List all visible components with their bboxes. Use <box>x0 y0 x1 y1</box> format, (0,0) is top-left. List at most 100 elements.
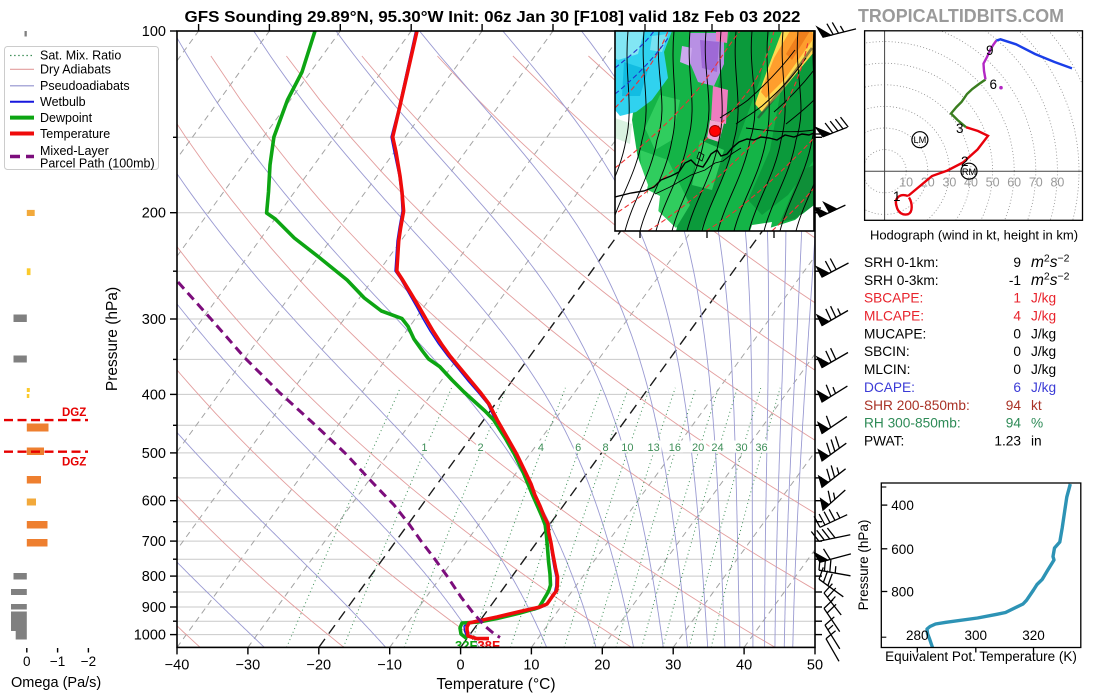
svg-text:16: 16 <box>669 442 681 454</box>
svg-text:20: 20 <box>921 176 935 190</box>
svg-text:30: 30 <box>942 176 956 190</box>
svg-text:800: 800 <box>891 585 914 600</box>
svg-text:SRH 0-3km:: SRH 0-3km: <box>864 273 939 288</box>
svg-text:Temperature (°C): Temperature (°C) <box>436 676 555 693</box>
svg-text:32F: 32F <box>455 638 477 653</box>
svg-text:%: % <box>1031 416 1043 431</box>
svg-text:−2: −2 <box>81 654 96 669</box>
svg-text:10: 10 <box>621 442 633 454</box>
svg-text:PWAT:: PWAT: <box>864 434 904 449</box>
svg-text:6: 6 <box>1013 380 1021 395</box>
svg-text:70: 70 <box>1029 176 1043 190</box>
svg-text:6: 6 <box>575 442 581 454</box>
svg-text:Temperature: Temperature <box>40 127 110 141</box>
svg-text:100: 100 <box>142 24 166 40</box>
svg-text:2: 2 <box>478 442 484 454</box>
svg-text:0: 0 <box>1013 326 1021 341</box>
svg-text:200: 200 <box>142 206 166 222</box>
svg-text:0: 0 <box>457 657 465 673</box>
svg-text:Equivalent Pot. Temperature (K: Equivalent Pot. Temperature (K) <box>885 649 1077 664</box>
svg-text:Omega (Pa/s): Omega (Pa/s) <box>11 675 101 691</box>
svg-text:94: 94 <box>1006 416 1022 431</box>
svg-text:J/kg: J/kg <box>1031 309 1056 324</box>
svg-text:400: 400 <box>891 498 914 513</box>
svg-text:40: 40 <box>964 176 978 190</box>
svg-text:4: 4 <box>538 442 544 454</box>
svg-text:24: 24 <box>711 442 723 454</box>
svg-text:J/kg: J/kg <box>1031 380 1056 395</box>
svg-text:9: 9 <box>1013 255 1021 270</box>
svg-text:SBCIN:: SBCIN: <box>864 344 910 359</box>
svg-text:J/kg: J/kg <box>1031 362 1056 377</box>
svg-text:94: 94 <box>1006 398 1022 413</box>
svg-text:Mixed-Layer: Mixed-Layer <box>40 144 109 158</box>
svg-text:300: 300 <box>142 312 166 328</box>
svg-text:38F: 38F <box>478 638 500 653</box>
svg-text:50: 50 <box>807 657 823 673</box>
svg-text:40: 40 <box>736 657 752 673</box>
svg-text:6: 6 <box>990 77 998 92</box>
svg-text:80: 80 <box>1050 176 1064 190</box>
svg-text:RM: RM <box>962 167 976 177</box>
svg-text:Pseudoadiabats: Pseudoadiabats <box>40 79 130 93</box>
svg-text:Parcel Path (100mb): Parcel Path (100mb) <box>40 157 155 171</box>
svg-text:0: 0 <box>23 654 31 669</box>
svg-text:280: 280 <box>906 628 929 643</box>
svg-text:−1: −1 <box>50 654 65 669</box>
svg-text:0: 0 <box>1013 344 1021 359</box>
svg-text:−10: −10 <box>377 657 402 673</box>
svg-text:1: 1 <box>893 189 901 204</box>
svg-text:320: 320 <box>1022 628 1045 643</box>
svg-text:LM: LM <box>914 135 927 145</box>
svg-text:600: 600 <box>891 542 914 557</box>
svg-text:TROPICALTIDBITS.COM: TROPICALTIDBITS.COM <box>858 5 1064 26</box>
svg-text:MUCAPE:: MUCAPE: <box>864 326 926 341</box>
svg-text:Dry Adiabats: Dry Adiabats <box>40 63 111 77</box>
svg-text:Wetbulb: Wetbulb <box>40 95 86 109</box>
svg-text:1.23: 1.23 <box>994 434 1021 449</box>
svg-text:SBCAPE:: SBCAPE: <box>864 291 923 306</box>
svg-text:30: 30 <box>735 442 747 454</box>
svg-text:SHR 200-850mb:: SHR 200-850mb: <box>864 398 970 413</box>
svg-text:2: 2 <box>961 154 969 169</box>
svg-text:700: 700 <box>142 534 166 550</box>
svg-text:DCAPE:: DCAPE: <box>864 380 915 395</box>
svg-text:GFS Sounding 29.89°N, 95.30°W: GFS Sounding 29.89°N, 95.30°W Init: 06z … <box>185 9 801 26</box>
svg-text:Pressure (hPa): Pressure (hPa) <box>104 287 121 391</box>
svg-text:600: 600 <box>142 494 166 510</box>
svg-text:10: 10 <box>523 657 539 673</box>
svg-text:4: 4 <box>1013 309 1021 324</box>
svg-text:−30: −30 <box>236 657 261 673</box>
svg-text:−20: −20 <box>306 657 331 673</box>
svg-text:8: 8 <box>603 442 609 454</box>
svg-text:36: 36 <box>755 442 767 454</box>
svg-text:SRH 0-1km:: SRH 0-1km: <box>864 255 939 270</box>
svg-text:DGZ: DGZ <box>62 457 86 469</box>
svg-text:-1: -1 <box>1009 273 1021 288</box>
svg-text:Pressure (hPa): Pressure (hPa) <box>856 520 871 611</box>
svg-text:MLCAPE:: MLCAPE: <box>864 309 924 324</box>
svg-text:13: 13 <box>647 442 659 454</box>
svg-text:1: 1 <box>421 442 427 454</box>
svg-text:60: 60 <box>1007 176 1021 190</box>
svg-text:20: 20 <box>594 657 610 673</box>
svg-text:30: 30 <box>665 657 681 673</box>
svg-text:−40: −40 <box>165 657 190 673</box>
svg-text:3: 3 <box>956 121 964 136</box>
svg-text:50: 50 <box>986 176 1000 190</box>
svg-text:1: 1 <box>1013 291 1021 306</box>
svg-text:RH 300-850mb:: RH 300-850mb: <box>864 416 961 431</box>
svg-text:9: 9 <box>986 43 994 58</box>
svg-text:MLCIN:: MLCIN: <box>864 362 910 377</box>
svg-text:J/kg: J/kg <box>1031 291 1056 306</box>
svg-text:400: 400 <box>142 387 166 403</box>
svg-text:1000: 1000 <box>134 628 166 644</box>
svg-text:J/kg: J/kg <box>1031 326 1056 341</box>
svg-text:Dewpoint: Dewpoint <box>40 111 93 125</box>
svg-text:800: 800 <box>142 569 166 585</box>
svg-text:10: 10 <box>899 176 913 190</box>
svg-text:in: in <box>1031 434 1042 449</box>
svg-text:Sat. Mix. Ratio: Sat. Mix. Ratio <box>40 49 121 63</box>
svg-text:kt: kt <box>1031 398 1042 413</box>
svg-text:Hodograph (wind in kt, height: Hodograph (wind in kt, height in km) <box>870 228 1078 243</box>
